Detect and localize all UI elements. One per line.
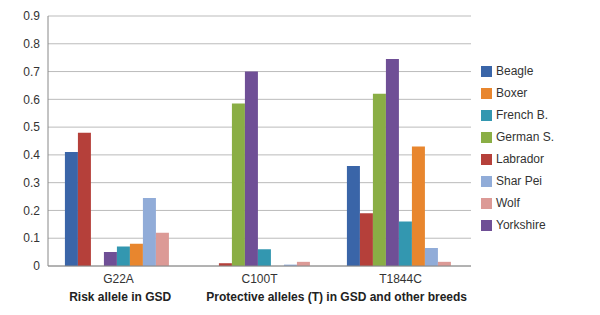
html-text:German S.: German S. bbox=[496, 130, 554, 144]
html-text:Shar Pei: Shar Pei bbox=[496, 174, 542, 188]
svg-text:0.5: 0.5 bbox=[23, 120, 40, 134]
html-text:Risk allele in GSD: Risk allele in GSD bbox=[69, 290, 172, 304]
svg-text:G22A: G22A bbox=[103, 272, 134, 286]
svg-text:0.9: 0.9 bbox=[23, 9, 40, 23]
svg-text:0.4: 0.4 bbox=[23, 148, 40, 162]
svg-text:0.1: 0.1 bbox=[23, 231, 40, 245]
svg-text:0: 0 bbox=[33, 259, 40, 273]
html-text:Beagle: Beagle bbox=[496, 64, 534, 78]
svg-text:0.6: 0.6 bbox=[23, 93, 40, 107]
html-text:French B.: French B. bbox=[496, 108, 548, 122]
html-text:Yorkshire: Yorkshire bbox=[496, 218, 546, 232]
html-text:Boxer: Boxer bbox=[496, 86, 528, 100]
svg-text:0.7: 0.7 bbox=[23, 65, 40, 79]
svg-text:T1844C: T1844C bbox=[379, 272, 422, 286]
svg-text:0.3: 0.3 bbox=[23, 176, 40, 190]
html-text:Protective alleles (T) in GSD: Protective alleles (T) in GSD and other … bbox=[206, 290, 467, 304]
svg-text:0.8: 0.8 bbox=[23, 37, 40, 51]
svg-text:0.2: 0.2 bbox=[23, 204, 40, 218]
svg-text:C100T: C100T bbox=[241, 272, 278, 286]
html-text:Labrador: Labrador bbox=[496, 152, 544, 166]
html-text:Wolf: Wolf bbox=[496, 196, 520, 210]
